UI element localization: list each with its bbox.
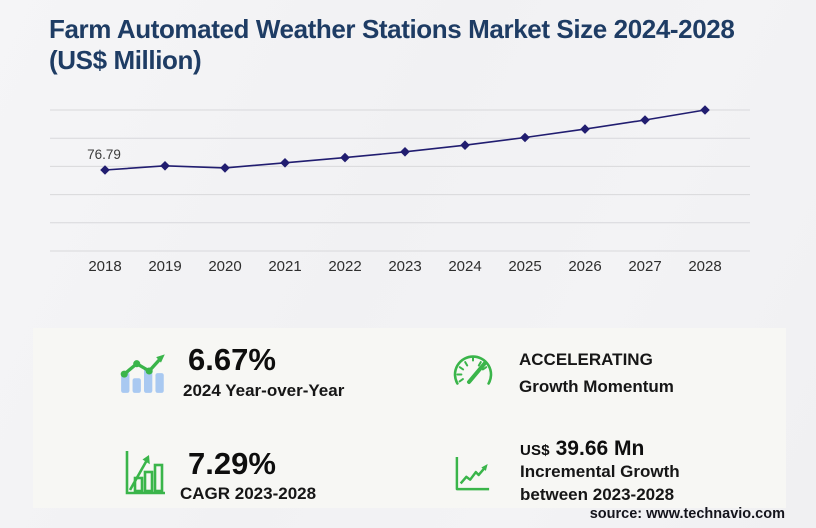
- page-title: Farm Automated Weather Stations Market S…: [49, 14, 735, 75]
- incremental-label-line1: Incremental Growth: [520, 462, 680, 481]
- svg-text:2019: 2019: [148, 258, 181, 275]
- svg-text:2022: 2022: [328, 258, 361, 275]
- svg-text:2028: 2028: [688, 258, 721, 275]
- market-size-line-chart: 76.79 2018 2019 2020 2021 2022 2023 2024 2025 202…: [50, 105, 750, 275]
- svg-text:2026: 2026: [568, 258, 601, 275]
- svg-text:2024: 2024: [448, 258, 481, 275]
- incremental-value: US$ 39.66 Mn: [520, 437, 644, 461]
- momentum-label: Growth Momentum: [519, 377, 674, 396]
- speedometer-icon: [453, 355, 493, 385]
- incremental-growth-icon: [455, 456, 490, 491]
- source-text: source: www.technavio.com: [589, 506, 785, 522]
- svg-text:2021: 2021: [268, 258, 301, 275]
- incremental-currency: US$: [520, 442, 550, 459]
- svg-text:2020: 2020: [208, 258, 241, 275]
- cagr-label: CAGR 2023-2028: [180, 484, 317, 503]
- yoy-bar-chart-icon: [120, 354, 165, 393]
- svg-text:2018: 2018: [88, 258, 121, 275]
- svg-text:2025: 2025: [508, 258, 541, 275]
- incremental-amount: 39.66 Mn: [555, 437, 645, 460]
- momentum-status: ACCELERATING: [519, 350, 653, 369]
- svg-text:2027: 2027: [628, 258, 661, 275]
- yoy-value: 6.67%: [188, 342, 276, 377]
- incremental-label-line2: between 2023-2028: [520, 485, 675, 504]
- cagr-value: 7.29%: [188, 446, 276, 481]
- yoy-label: 2024 Year-over-Year: [183, 381, 345, 400]
- svg-text:2023: 2023: [388, 258, 421, 275]
- svg-text:76.79: 76.79: [87, 147, 121, 162]
- cagr-growth-icon: [125, 451, 165, 495]
